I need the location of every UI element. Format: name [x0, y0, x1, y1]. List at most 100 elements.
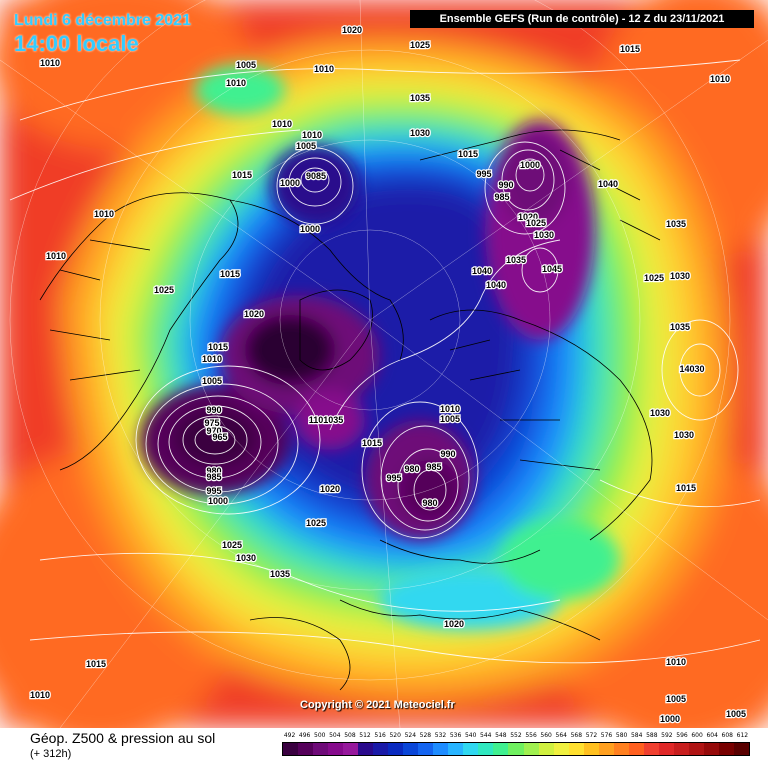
isobar-label: 990	[440, 449, 455, 459]
scale-swatch	[523, 743, 539, 755]
scale-label: 580	[615, 732, 628, 739]
scale-swatch	[313, 743, 329, 755]
scale-swatch	[358, 743, 374, 755]
isobar-label: 1040	[472, 266, 492, 276]
isobar-label: 1025	[410, 40, 430, 50]
scale-label: 496	[298, 732, 311, 739]
isobar-label: 1000	[520, 160, 540, 170]
scale-label: 576	[600, 732, 613, 739]
isobar-label: 1040	[598, 179, 618, 189]
scale-swatch	[703, 743, 719, 755]
isobar-label: 1010	[710, 74, 730, 84]
isobar-label: 1010	[94, 209, 114, 219]
scale-swatch	[448, 743, 464, 755]
isobar-label: 1010	[666, 657, 686, 667]
forecast-date: Lundi 6 décembre 2021	[14, 12, 191, 29]
map-title: Géop. Z500 & pression au sol	[30, 730, 216, 746]
isobar-label: 1035	[666, 219, 686, 229]
scale-swatch	[478, 743, 494, 755]
isobar-label: 1005	[666, 694, 686, 704]
scale-label: 516	[374, 732, 386, 739]
isobar-label: 1020	[444, 619, 464, 629]
color-scale-bar	[282, 742, 750, 756]
isobar-label: 1010	[30, 690, 50, 700]
scale-swatch	[538, 743, 554, 755]
scale-label: 544	[480, 732, 492, 739]
isobar-label: 1015	[220, 269, 240, 279]
isobar-label: 1020	[342, 25, 362, 35]
isobar-label: 1020	[244, 309, 264, 319]
isobar-label: 1025	[306, 518, 326, 528]
legend-footer: Géop. Z500 & pression au sol (+ 312h) 49…	[0, 728, 768, 768]
isobar-label: 1030	[674, 430, 694, 440]
isobar-label: 1035	[670, 322, 690, 332]
isobar-label: 1000	[300, 224, 320, 234]
scale-swatch	[583, 743, 599, 755]
scale-swatch	[418, 743, 434, 755]
scale-label: 604	[706, 732, 718, 739]
isobar-label: 1010	[440, 404, 460, 414]
isobars	[9, 59, 761, 664]
isobar-label: 980	[422, 498, 437, 508]
scale-swatch	[613, 743, 629, 755]
isobar-label: 1025	[154, 285, 174, 295]
isobar-label: 1010	[314, 64, 334, 74]
scale-swatch	[403, 743, 419, 755]
scale-label: 612	[736, 732, 749, 739]
isobar-label: 14030	[679, 364, 704, 374]
scale-label: 500	[314, 732, 326, 739]
isobar-label: 1010	[226, 78, 246, 88]
isobar-label: 1025	[526, 218, 546, 228]
isobar-label: 1025	[644, 273, 664, 283]
isobar-label: 1040	[486, 280, 506, 290]
scale-swatch	[388, 743, 404, 755]
isobar-label: 995	[476, 169, 491, 179]
scale-label: 532	[434, 732, 447, 739]
isobar-label: 980	[206, 466, 221, 476]
isobar-label: 1000	[660, 714, 680, 724]
scale-swatch	[373, 743, 389, 755]
scale-label: 536	[449, 732, 462, 739]
scale-swatch	[733, 743, 749, 755]
isobar-label: 1010	[272, 119, 292, 129]
z500-field	[0, 0, 768, 728]
scale-label: 508	[344, 732, 356, 739]
scale-label: 528	[419, 732, 432, 739]
isobar-label: 1010	[202, 354, 222, 364]
isobar-label: 985	[494, 192, 509, 202]
isobar-label: 1015	[86, 659, 106, 669]
forecast-local-time: 14:00 locale	[14, 31, 139, 56]
isobar-label: 1000	[208, 496, 228, 506]
scale-label: 504	[329, 732, 341, 739]
isobar-label: 9085	[306, 171, 326, 181]
isobar-label: 1020	[320, 484, 340, 494]
scale-label: 608	[721, 732, 733, 739]
scale-label: 512	[359, 732, 371, 739]
isobar-label: 1035	[270, 569, 290, 579]
scale-swatch	[283, 743, 299, 755]
scale-label: 596	[676, 732, 688, 739]
isobar-label: 1015	[676, 483, 696, 493]
scale-swatch	[718, 743, 734, 755]
isobar-label: 965	[212, 432, 227, 442]
isobar-label: 1101035	[309, 415, 344, 425]
color-scale: 492 496 500 504 508 512 516 520 524 528 532 536 540 5…	[282, 732, 750, 766]
scale-label: 556	[525, 732, 537, 739]
scale-swatch	[658, 743, 674, 755]
scale-label: 540	[464, 732, 477, 739]
scale-label: 520	[389, 732, 401, 739]
graticule	[0, 0, 768, 728]
scale-swatch	[568, 743, 584, 755]
coastlines	[39, 129, 661, 691]
scale-swatch	[688, 743, 704, 755]
isobar-label: 1005	[236, 60, 256, 70]
isobar-label: 1030	[236, 553, 256, 563]
isobar-label: 1030	[650, 408, 670, 418]
isobar-label: 1010	[40, 58, 60, 68]
isobar-label: 1005	[296, 141, 316, 151]
scale-swatch	[508, 743, 524, 755]
isobar-label: 1020	[518, 212, 538, 222]
